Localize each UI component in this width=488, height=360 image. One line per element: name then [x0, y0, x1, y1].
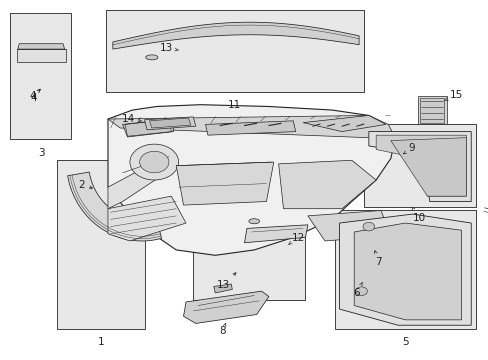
- Polygon shape: [303, 116, 385, 132]
- Polygon shape: [183, 291, 268, 323]
- Polygon shape: [176, 162, 273, 205]
- Polygon shape: [108, 105, 395, 255]
- Polygon shape: [149, 118, 190, 128]
- Bar: [105, 10, 363, 92]
- Text: 13: 13: [216, 273, 236, 290]
- Text: 4: 4: [29, 89, 41, 101]
- Polygon shape: [67, 172, 162, 241]
- Circle shape: [130, 144, 178, 180]
- Polygon shape: [213, 284, 232, 293]
- Polygon shape: [122, 119, 173, 137]
- Polygon shape: [278, 160, 375, 209]
- Text: 10: 10: [411, 207, 425, 222]
- Polygon shape: [18, 44, 64, 49]
- Polygon shape: [108, 158, 171, 209]
- Polygon shape: [307, 211, 390, 241]
- Bar: [10, 13, 71, 139]
- Text: 7: 7: [374, 251, 381, 267]
- Polygon shape: [17, 49, 65, 62]
- Ellipse shape: [145, 55, 158, 60]
- Text: 6: 6: [353, 283, 362, 298]
- Text: 13: 13: [160, 43, 178, 53]
- Text: 15: 15: [444, 90, 462, 100]
- Text: 3: 3: [38, 148, 44, 158]
- Text: 12: 12: [288, 233, 304, 244]
- Polygon shape: [244, 225, 307, 243]
- Polygon shape: [417, 96, 446, 125]
- Polygon shape: [205, 121, 295, 135]
- Polygon shape: [144, 117, 195, 130]
- Polygon shape: [108, 196, 185, 241]
- Circle shape: [140, 151, 168, 173]
- Text: 9: 9: [403, 143, 414, 154]
- Polygon shape: [108, 116, 395, 139]
- Bar: [57, 160, 144, 329]
- Circle shape: [355, 287, 366, 296]
- Polygon shape: [368, 132, 470, 202]
- Bar: [193, 226, 305, 300]
- Text: 2: 2: [78, 180, 92, 190]
- Text: 5: 5: [401, 337, 408, 347]
- Text: 8: 8: [219, 323, 225, 336]
- Polygon shape: [375, 135, 466, 196]
- Bar: [363, 125, 475, 207]
- Text: 11: 11: [228, 100, 241, 111]
- Ellipse shape: [248, 219, 259, 224]
- Polygon shape: [390, 138, 466, 196]
- Bar: [334, 211, 475, 329]
- Text: 1: 1: [97, 337, 104, 347]
- Polygon shape: [353, 223, 461, 320]
- Polygon shape: [113, 22, 358, 49]
- Polygon shape: [419, 98, 444, 123]
- Polygon shape: [339, 214, 470, 325]
- Circle shape: [362, 222, 374, 231]
- Text: 14: 14: [122, 114, 141, 124]
- Text: 4: 4: [30, 89, 40, 103]
